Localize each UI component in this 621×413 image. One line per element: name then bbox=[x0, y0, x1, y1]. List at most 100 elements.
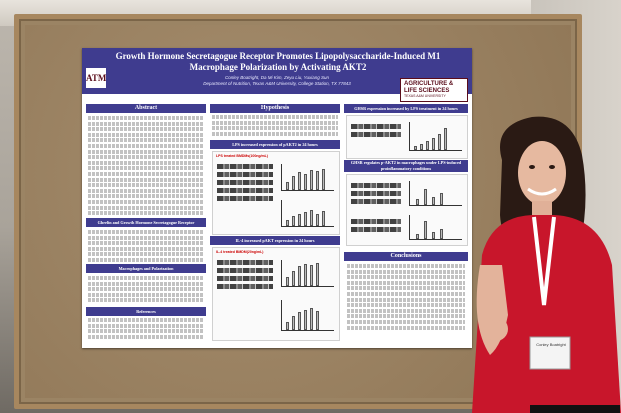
ghrelin-heading: Ghrelin and Growth Hormone Secretagogue … bbox=[86, 218, 206, 227]
bar-chart bbox=[281, 164, 334, 191]
bar-chart bbox=[409, 122, 462, 151]
blot-band bbox=[217, 196, 273, 201]
lps-pakt2-heading: LPS increased expression of pAKT2 in 24 … bbox=[210, 140, 340, 149]
conclusions-heading: Conclusions bbox=[344, 252, 468, 261]
poster-column-left: Abstract Ghrelin and Growth Hormone Secr… bbox=[86, 104, 206, 342]
chart-bar bbox=[292, 176, 295, 190]
chart-bar bbox=[424, 189, 427, 205]
eye bbox=[529, 165, 535, 169]
il4-blot-figure: IL-4 treated BMDM(20ng/mL) bbox=[212, 247, 340, 341]
blot-band bbox=[217, 268, 273, 273]
lps-blot-figure: LPS treated BMDMs(100ng/mL) bbox=[212, 151, 340, 235]
blot-band bbox=[217, 284, 273, 289]
chart-bar bbox=[432, 197, 435, 205]
tamu-logo: ATM bbox=[86, 68, 106, 88]
lps-blot-label: LPS treated BMDMs(100ng/mL) bbox=[216, 154, 268, 158]
il4-pakt-heading: IL-4 increased pAKT expression in 24 hou… bbox=[210, 236, 340, 245]
agrilife-logo-line1: AGRICULTURE & LIFE SCIENCES bbox=[404, 81, 467, 95]
references-heading: References bbox=[86, 307, 206, 316]
agrilife-logo-line2: TEXAS A&M UNIVERSITY bbox=[404, 94, 446, 98]
chart-bar bbox=[316, 171, 319, 190]
bar-chart bbox=[281, 260, 334, 287]
chart-bar bbox=[416, 199, 419, 205]
badge-name: Conley Boatright bbox=[532, 342, 570, 352]
chart-bar bbox=[286, 322, 289, 330]
conclusions-text bbox=[347, 264, 465, 334]
bar-chart bbox=[281, 200, 334, 227]
eye bbox=[549, 165, 555, 169]
chart-bar bbox=[322, 169, 325, 190]
ghsr-lps-figure bbox=[346, 115, 468, 159]
blot-band bbox=[351, 191, 401, 196]
chart-bar bbox=[304, 310, 307, 330]
blot-band bbox=[351, 199, 401, 204]
poster-authors: Conley Boatright, Da Mi Kim, Zeyu Liu, Y… bbox=[122, 75, 432, 87]
blot-band bbox=[217, 172, 273, 177]
chart-bar bbox=[322, 211, 325, 226]
chart-bar bbox=[298, 172, 301, 190]
chart-bar bbox=[292, 316, 295, 330]
blot-band bbox=[351, 124, 401, 129]
chart-bar bbox=[424, 221, 427, 239]
poster-title: Growth Hormone Secretagogue Receptor Pro… bbox=[108, 51, 448, 73]
presenter-person bbox=[462, 105, 621, 413]
chart-bar bbox=[286, 220, 289, 226]
poster-column-right: GHSR expression increased by LPS treatme… bbox=[344, 104, 468, 342]
chart-bar bbox=[310, 308, 313, 330]
chart-bar bbox=[286, 182, 289, 190]
abstract-text bbox=[88, 116, 204, 216]
chart-bar bbox=[310, 170, 313, 190]
blot-band bbox=[217, 164, 273, 169]
ghsr-lps-heading: GHSR expression increased by LPS treatme… bbox=[344, 104, 468, 113]
references-text bbox=[88, 318, 204, 342]
chart-bar bbox=[440, 229, 443, 239]
chart-bar bbox=[316, 214, 319, 226]
chart-bar bbox=[416, 234, 419, 239]
chart-bar bbox=[298, 312, 301, 330]
hypothesis-heading: Hypothesis bbox=[210, 104, 340, 113]
chart-bar bbox=[432, 138, 435, 150]
chart-bar bbox=[304, 264, 307, 286]
chart-bar bbox=[304, 212, 307, 226]
poster-affiliation: Department of Nutrition, Texas A&M Unive… bbox=[122, 81, 432, 87]
chart-bar bbox=[432, 232, 435, 239]
poster-column-middle: Hypothesis LPS increased expression of p… bbox=[210, 104, 340, 342]
chart-bar bbox=[426, 141, 429, 150]
blot-band bbox=[351, 132, 401, 137]
hypothesis-text bbox=[212, 115, 338, 137]
chart-bar bbox=[292, 216, 295, 226]
chart-bar bbox=[316, 311, 319, 330]
blot-band bbox=[217, 260, 273, 265]
blot-band bbox=[351, 227, 401, 232]
chart-bar bbox=[444, 128, 447, 150]
bar-chart bbox=[409, 181, 462, 206]
blot-band bbox=[351, 183, 401, 188]
ghsr-pakt-heading: GHSR regulates p-AKT2 in macrophages und… bbox=[344, 160, 468, 172]
blot-band bbox=[351, 219, 401, 224]
chart-bar bbox=[292, 271, 295, 286]
macrophages-text bbox=[88, 276, 204, 306]
chart-bar bbox=[316, 263, 319, 286]
chart-bar bbox=[310, 210, 313, 226]
dark-skirt bbox=[530, 405, 620, 413]
chart-bar bbox=[298, 266, 301, 286]
conclusions-list bbox=[347, 264, 465, 334]
ghsr-pakt-figure bbox=[346, 174, 468, 246]
bar-chart bbox=[281, 300, 334, 331]
macrophages-heading: Macrophages and Polarization bbox=[86, 264, 206, 273]
chart-bar bbox=[298, 214, 301, 226]
abstract-heading: Abstract bbox=[86, 104, 206, 113]
chart-bar bbox=[420, 144, 423, 150]
chart-bar bbox=[438, 134, 441, 150]
chart-bar bbox=[286, 277, 289, 286]
thumb bbox=[492, 301, 500, 323]
chart-bar bbox=[310, 265, 313, 286]
bar-chart bbox=[409, 215, 462, 240]
chart-bar bbox=[440, 193, 443, 205]
blot-band bbox=[217, 276, 273, 281]
blot-band bbox=[217, 188, 273, 193]
blot-band bbox=[217, 180, 273, 185]
chart-bar bbox=[414, 146, 417, 150]
research-poster: Growth Hormone Secretagogue Receptor Pro… bbox=[82, 48, 472, 348]
